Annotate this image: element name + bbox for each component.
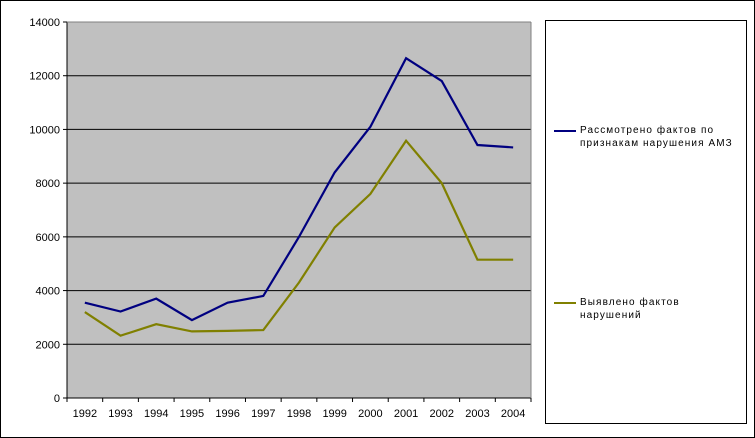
y-tick-label: 4000 (36, 286, 60, 298)
y-tick-label: 2000 (36, 339, 60, 351)
series-line-2 (84, 138, 514, 337)
x-tick-label: 1995 (180, 408, 204, 420)
series-lines (84, 56, 514, 337)
legend: Рассмотрено фактов по признакам нарушени… (545, 20, 747, 424)
legend-swatch-series-2 (554, 302, 576, 304)
y-tick-label: 14000 (29, 17, 60, 29)
legend-label-series-2: Выявлено фактов нарушений (580, 297, 680, 321)
legend-label-series-1: Рассмотрено фактов по признакам нарушени… (580, 125, 733, 149)
x-tick-label: 1998 (287, 408, 311, 420)
axes (66, 21, 532, 399)
x-tick-label: 2004 (501, 408, 525, 420)
plot-area (67, 22, 531, 398)
y-tick-label: 12000 (29, 71, 60, 83)
y-axis-ticks: 0 2000 4000 6000 8000 10000 12000 14000 (29, 17, 67, 405)
x-tick-label: 1999 (322, 408, 346, 420)
x-tick-label: 1992 (73, 408, 97, 420)
x-tick-label: 1994 (144, 408, 168, 420)
x-tick-label: 2003 (465, 408, 489, 420)
x-tick-label: 1996 (215, 408, 239, 420)
x-tick-label: 1993 (108, 408, 132, 420)
y-tick-label: 8000 (36, 178, 60, 190)
x-tick-label: 2000 (358, 408, 382, 420)
y-tick-label: 0 (54, 393, 60, 405)
y-tick-label: 10000 (29, 124, 60, 136)
x-tick-label: 2002 (430, 408, 454, 420)
x-tick-label: 1997 (251, 408, 275, 420)
x-tick-label: 2001 (394, 408, 418, 420)
x-axis-ticks: 1992 1993 1994 1995 1996 1997 1998 1999 2000 2001… (66, 398, 532, 420)
y-tick-label: 6000 (36, 232, 60, 244)
series-line-1 (84, 56, 514, 322)
legend-swatch-series-1 (554, 130, 576, 132)
